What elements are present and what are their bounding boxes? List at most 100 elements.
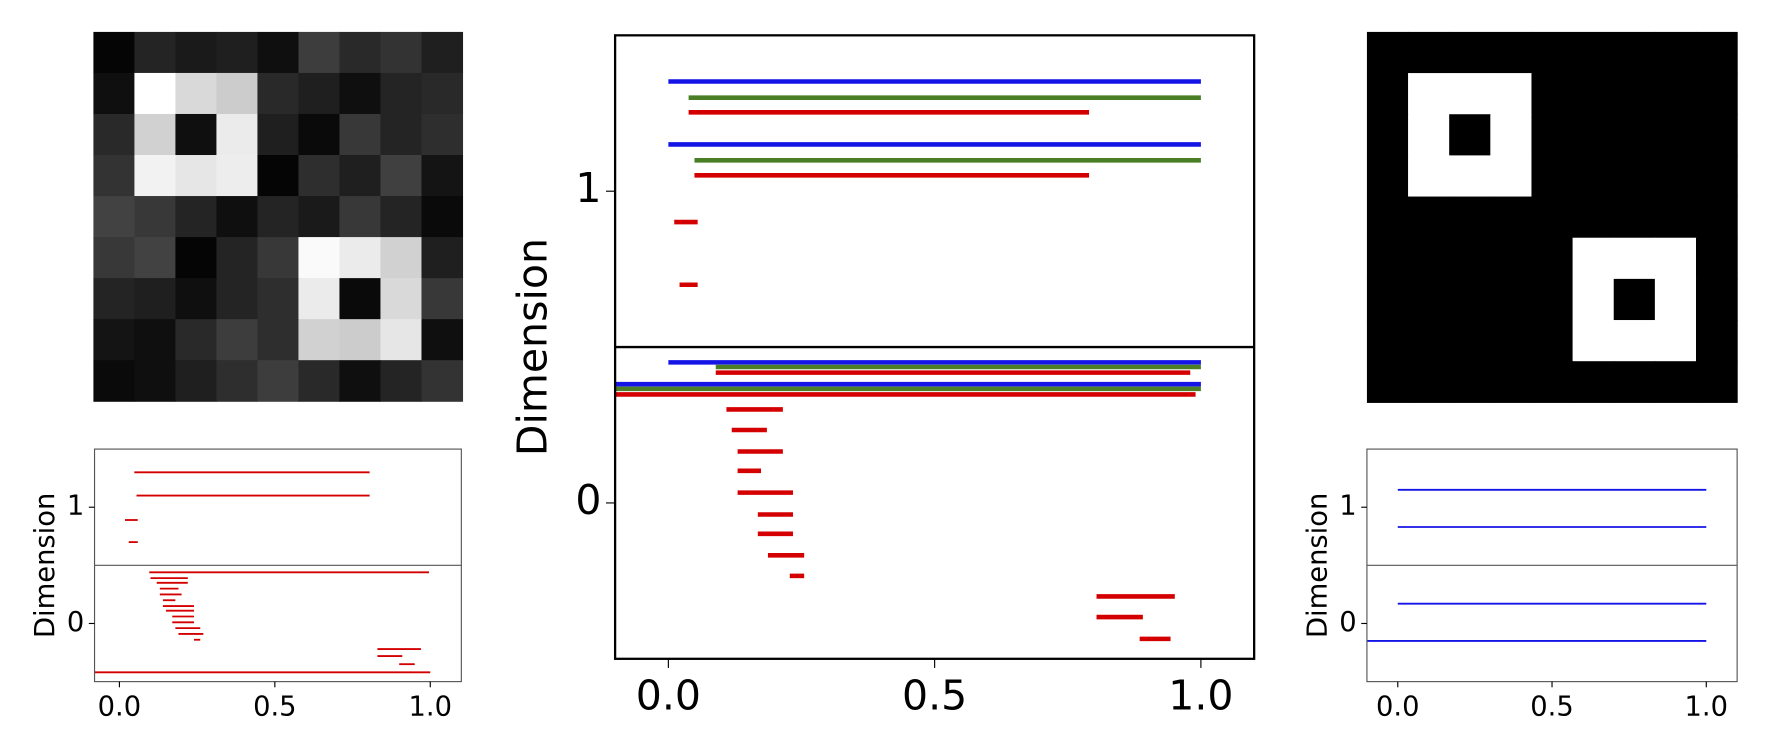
pixel xyxy=(339,113,382,156)
pixel xyxy=(298,319,341,361)
pixel xyxy=(93,196,135,238)
pixel xyxy=(257,196,300,238)
pixel xyxy=(1572,114,1615,156)
pixel xyxy=(1449,361,1491,403)
pixel xyxy=(298,196,341,238)
pixel xyxy=(1695,73,1738,115)
pixel xyxy=(1531,155,1574,198)
pixel xyxy=(298,31,341,74)
y-tick-label: 0 xyxy=(67,607,84,638)
pixel xyxy=(216,360,259,402)
pixel xyxy=(1408,320,1450,362)
pixel xyxy=(1531,196,1574,239)
pixel xyxy=(339,155,382,197)
pixel xyxy=(93,31,135,74)
image xyxy=(1366,31,1738,403)
pixel xyxy=(1366,73,1409,115)
pixel xyxy=(1366,278,1409,321)
x-tick-label: 1.0 xyxy=(1168,672,1233,720)
pixel xyxy=(216,113,259,156)
pixel xyxy=(134,278,176,320)
pixel xyxy=(1695,196,1738,239)
pixel xyxy=(1654,73,1697,115)
pixel xyxy=(257,360,300,402)
pixel xyxy=(1613,73,1656,115)
pixel xyxy=(1613,196,1656,239)
pixel xyxy=(93,278,135,320)
pixel xyxy=(93,360,135,402)
pixel xyxy=(421,155,464,197)
pixel xyxy=(1366,320,1409,362)
x-tick-label: 0.5 xyxy=(1530,691,1573,722)
pixel xyxy=(380,196,423,238)
pixel xyxy=(1490,114,1533,156)
pixel xyxy=(257,319,300,361)
x-tick-label: 1.0 xyxy=(1685,691,1728,722)
pixel xyxy=(339,31,382,74)
pixel xyxy=(421,196,464,238)
pixel xyxy=(380,31,423,74)
pixel xyxy=(1531,73,1574,115)
pixel xyxy=(134,319,176,361)
pixel xyxy=(257,113,300,156)
pixel xyxy=(1531,237,1574,280)
pixel xyxy=(339,360,382,402)
pixel xyxy=(1449,237,1491,280)
pixel xyxy=(93,319,135,361)
pixel xyxy=(1613,155,1656,198)
pixel xyxy=(421,113,464,156)
pixel xyxy=(1613,320,1656,362)
pixel xyxy=(1695,155,1738,198)
pixel xyxy=(1654,278,1697,321)
pixel xyxy=(1654,155,1697,198)
pixel xyxy=(134,360,176,402)
pixel xyxy=(175,113,217,156)
pixel xyxy=(134,155,176,197)
pixel xyxy=(380,278,423,320)
pixel xyxy=(93,72,135,115)
pixel xyxy=(1572,278,1615,321)
pixel xyxy=(1531,361,1574,403)
pixel xyxy=(1654,237,1697,280)
pixel xyxy=(1613,31,1656,74)
pixel xyxy=(1572,361,1615,403)
y-tick-label: 1 xyxy=(67,491,84,522)
pixel xyxy=(380,360,423,402)
pixel xyxy=(175,196,217,238)
pixel xyxy=(1695,31,1738,74)
y-axis-label: Dimension xyxy=(508,238,556,456)
pixel xyxy=(93,155,135,197)
pixel xyxy=(1449,196,1491,239)
pixel xyxy=(1613,237,1656,280)
pixel xyxy=(1572,320,1615,362)
pixel xyxy=(1366,196,1409,239)
pixel xyxy=(216,31,259,74)
pixel xyxy=(1449,114,1491,156)
pixel xyxy=(1449,31,1491,74)
pixel xyxy=(216,72,259,115)
pixel xyxy=(1695,114,1738,156)
pixel xyxy=(380,237,423,279)
y-axis-label: Dimension xyxy=(1303,493,1334,638)
pixel xyxy=(1490,278,1533,321)
y-tick-label: 1 xyxy=(575,164,601,212)
pixel xyxy=(1654,196,1697,239)
pixel xyxy=(421,319,464,361)
pixel xyxy=(1408,237,1450,280)
pixel xyxy=(1572,73,1615,115)
pixel xyxy=(1366,361,1409,403)
y-tick-label: 1 xyxy=(1339,491,1356,522)
pixel xyxy=(134,113,176,156)
x-tick-label: 0.5 xyxy=(902,672,967,720)
pixel xyxy=(1531,320,1574,362)
pixel xyxy=(1531,278,1574,321)
pixel xyxy=(216,155,259,197)
pixel xyxy=(175,72,217,115)
pixel xyxy=(175,360,217,402)
x-tick-label: 0.0 xyxy=(98,691,141,722)
pixel xyxy=(1695,237,1738,280)
